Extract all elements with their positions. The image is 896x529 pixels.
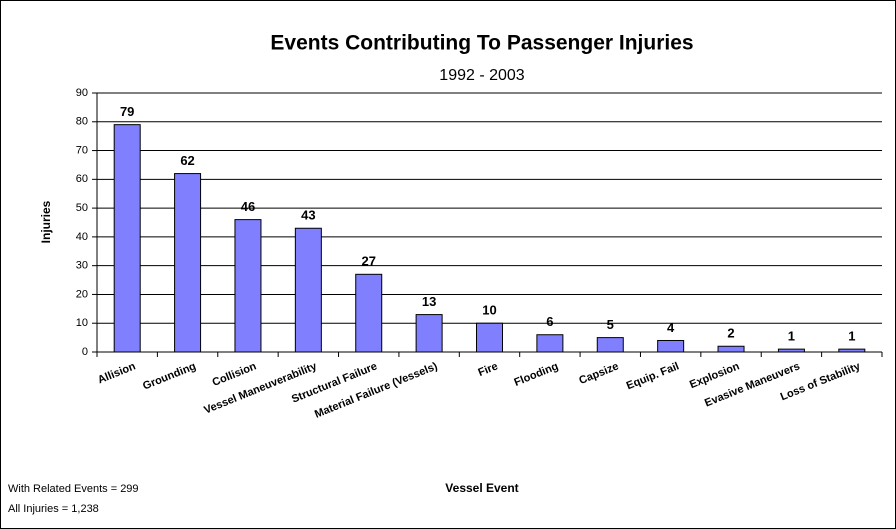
- y-tick-label: 80: [76, 116, 88, 128]
- bar: [657, 339, 685, 353]
- y-tick-label: 50: [76, 202, 88, 214]
- data-label: 13: [422, 294, 436, 309]
- data-label: 6: [546, 314, 553, 329]
- y-tick-label: 30: [76, 260, 88, 272]
- y-tick-label: 10: [76, 317, 88, 329]
- bar: [536, 334, 564, 353]
- bar: [234, 219, 262, 353]
- data-label: 10: [482, 303, 496, 318]
- data-label: 62: [180, 153, 194, 168]
- x-axis-label: Vessel Event: [445, 481, 518, 495]
- bar: [113, 124, 141, 353]
- data-label: 1: [788, 329, 795, 344]
- data-label: 27: [361, 254, 375, 269]
- data-label: 5: [607, 317, 614, 332]
- chart-subtitle: 1992 - 2003: [439, 67, 525, 84]
- bar: [415, 314, 443, 353]
- bar: [355, 273, 383, 353]
- bar: [294, 227, 322, 353]
- y-tick-label: 40: [76, 231, 88, 243]
- annotation: All Injuries = 1,238: [8, 503, 99, 515]
- bar: [838, 348, 866, 353]
- data-label: 1: [848, 329, 855, 344]
- y-tick-label: 70: [76, 144, 88, 156]
- bar: [717, 345, 745, 353]
- bar: [174, 173, 202, 353]
- data-label: 2: [727, 326, 734, 341]
- annotation: With Related Events = 299: [8, 483, 139, 495]
- data-label: 79: [120, 104, 134, 119]
- bar: [476, 322, 503, 353]
- y-tick-label: 60: [76, 173, 88, 185]
- y-tick-label: 0: [82, 346, 88, 358]
- data-label: 4: [667, 320, 675, 335]
- y-tick-label: 20: [76, 288, 88, 300]
- data-label: 46: [241, 199, 255, 214]
- y-tick-label: 90: [76, 87, 88, 99]
- bar: [596, 337, 624, 353]
- data-label: 43: [301, 208, 315, 223]
- chart-title: Events Contributing To Passenger Injurie…: [270, 32, 693, 55]
- y-axis-label: Injuries: [39, 200, 53, 243]
- bar: [777, 348, 805, 353]
